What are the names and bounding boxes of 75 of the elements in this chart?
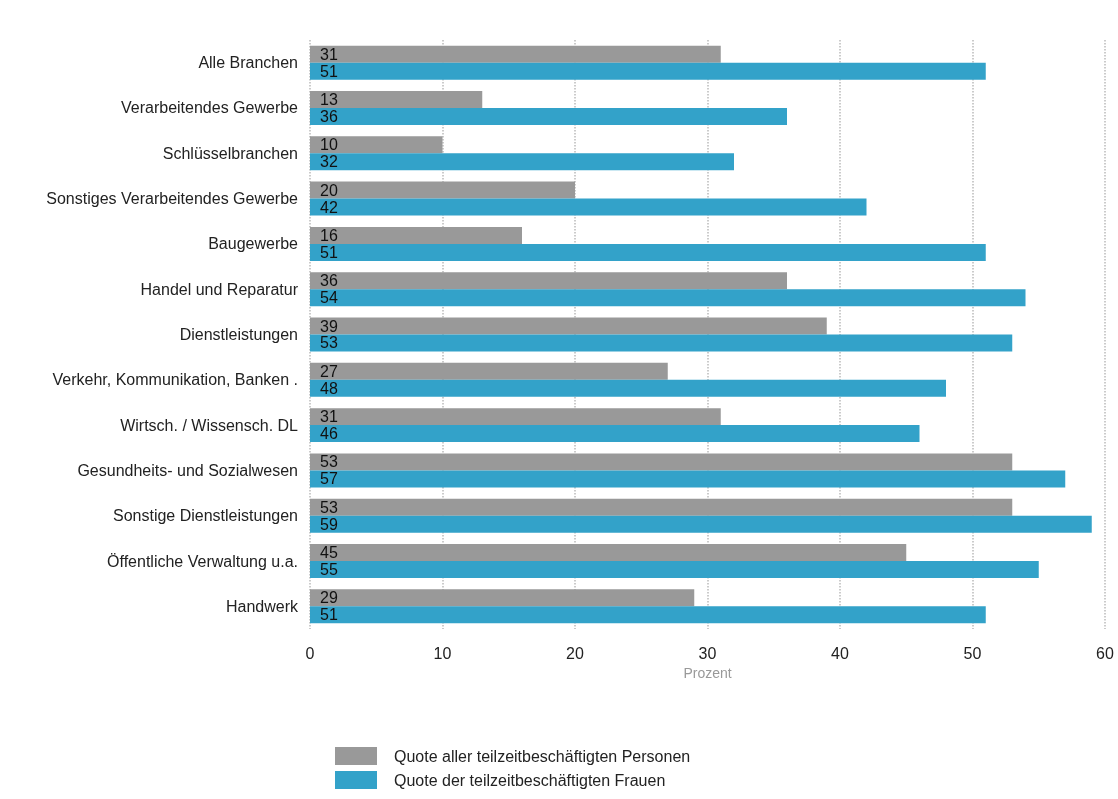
bar bbox=[310, 334, 1013, 352]
data-label: 16 bbox=[320, 226, 338, 244]
bar bbox=[310, 45, 721, 63]
x-axis-title: Prozent bbox=[683, 664, 732, 681]
bar bbox=[310, 90, 483, 108]
y-tick-label: Wirtsch. / Wissensch. DL bbox=[120, 416, 299, 434]
x-tick-label: 50 bbox=[963, 644, 982, 662]
x-tick-label: 0 bbox=[305, 644, 315, 662]
bar bbox=[310, 226, 522, 244]
data-label: 27 bbox=[320, 362, 338, 380]
y-tick-label: Sonstiges Verarbeitendes Gewerbe bbox=[46, 190, 299, 208]
data-label: 51 bbox=[320, 62, 338, 80]
bar bbox=[310, 136, 443, 154]
data-label: 53 bbox=[320, 498, 338, 516]
legend-label: Quote aller teilzeitbeschäftigten Personen bbox=[394, 747, 691, 765]
legend-label: Quote der teilzeitbeschäftigten Frauen bbox=[394, 771, 666, 789]
bar bbox=[310, 243, 986, 261]
bar bbox=[310, 272, 787, 290]
x-tick-label: 60 bbox=[1096, 644, 1114, 662]
data-label: 29 bbox=[320, 589, 338, 607]
data-label: 32 bbox=[320, 153, 338, 171]
bar bbox=[310, 470, 1066, 488]
bar bbox=[310, 153, 734, 171]
data-label: 59 bbox=[320, 515, 338, 533]
data-label: 20 bbox=[320, 181, 338, 199]
y-tick-label: Handel und Reparatur bbox=[140, 280, 299, 298]
y-tick-label: Verkehr, Kommunikation, Banken . bbox=[52, 371, 298, 389]
data-label: 46 bbox=[320, 425, 338, 443]
bar bbox=[310, 606, 986, 624]
x-tick-label: 10 bbox=[433, 644, 452, 662]
x-tick-label: 30 bbox=[698, 644, 717, 662]
data-label: 31 bbox=[320, 45, 338, 63]
y-tick-label: Alle Branchen bbox=[198, 54, 298, 72]
y-tick-label: Sonstige Dienstleistungen bbox=[112, 507, 298, 525]
data-label: 10 bbox=[320, 136, 338, 154]
y-tick-label: Gesundheits- und Sozialwesen bbox=[77, 461, 298, 479]
bar bbox=[310, 408, 721, 426]
bar bbox=[310, 515, 1092, 533]
bar bbox=[310, 498, 1013, 516]
x-tick-label: 40 bbox=[831, 644, 849, 662]
data-label: 31 bbox=[320, 408, 338, 426]
bar bbox=[310, 107, 787, 125]
bar bbox=[310, 62, 986, 80]
y-tick-label: Dienstleistungen bbox=[179, 326, 298, 343]
data-label: 45 bbox=[320, 544, 338, 562]
data-label: 36 bbox=[320, 272, 338, 290]
x-tick-label: 20 bbox=[566, 644, 584, 662]
data-label: 55 bbox=[320, 561, 338, 579]
data-label: 13 bbox=[320, 90, 338, 108]
data-label: 57 bbox=[320, 470, 338, 488]
data-label: 39 bbox=[320, 317, 338, 335]
y-tick-label: Handwerk bbox=[225, 597, 299, 615]
bar bbox=[310, 544, 907, 562]
bar bbox=[310, 317, 827, 335]
bar bbox=[310, 379, 946, 397]
data-label: 36 bbox=[320, 107, 338, 125]
y-tick-label: Verarbeitendes Gewerbe bbox=[121, 99, 299, 117]
bar bbox=[310, 453, 1013, 471]
bar bbox=[310, 561, 1039, 579]
data-label: 51 bbox=[320, 243, 338, 261]
data-label: 51 bbox=[320, 606, 338, 624]
data-label: 48 bbox=[320, 379, 338, 397]
bar bbox=[310, 198, 867, 216]
y-tick-label: Baugewerbe bbox=[208, 235, 299, 253]
bar bbox=[310, 362, 668, 380]
data-label: 53 bbox=[320, 453, 338, 471]
bar bbox=[310, 425, 920, 443]
data-label: 54 bbox=[320, 289, 338, 307]
data-label: 53 bbox=[320, 334, 338, 352]
y-tick-label: Schlüsselbranchen bbox=[162, 144, 298, 162]
data-label: 42 bbox=[320, 198, 338, 216]
y-tick-label: Öffentliche Verwaltung u.a. bbox=[107, 552, 298, 570]
bar bbox=[310, 289, 1026, 307]
bar bbox=[310, 589, 695, 607]
bar bbox=[310, 181, 575, 199]
